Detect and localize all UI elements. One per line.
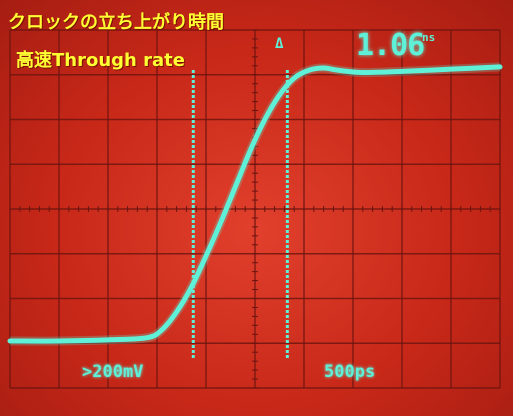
chart-subtitle: 高速Through rate [16, 50, 185, 71]
volts-per-div-label: >200mV [82, 362, 144, 382]
delta-cursor-icon: Δ [275, 36, 284, 52]
rise-time-readout: 1.06 [356, 28, 425, 63]
signal-trace [7, 64, 503, 344]
rise-time-unit: ns [422, 31, 436, 44]
chart-title: クロックの立ち上がり時間 [8, 12, 224, 33]
time-per-div-label: 500ps [324, 362, 376, 382]
